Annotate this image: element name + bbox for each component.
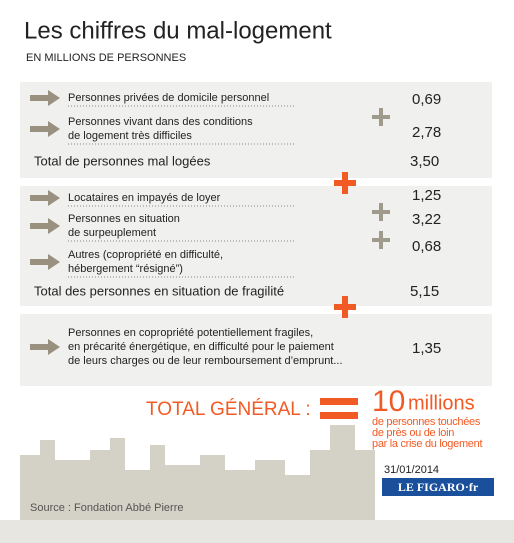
item-label: Personnes en situation: [68, 213, 180, 225]
item-label: Personnes privées de domicile personnel: [68, 92, 269, 104]
equal-sign: [320, 398, 358, 419]
item-label: de leurs charges ou de leur remboursemen…: [68, 355, 343, 367]
item-label: de logement très difficiles: [68, 130, 192, 142]
arrow: [30, 254, 60, 270]
item-label: hébergement “résigné”): [68, 263, 183, 275]
grand-total-unit: millions: [408, 392, 475, 414]
skyline: [20, 425, 375, 520]
grand-total-note: de personnes touchées: [372, 416, 481, 428]
grand-total-label: TOTAL GÉNÉRAL :: [146, 399, 311, 420]
item-value: 3,22: [412, 211, 441, 228]
item-label: en précarité énergétique, en difficulté …: [68, 341, 334, 353]
total-label: Total de personnes mal logées: [34, 153, 211, 168]
logo: LE FIGARO·fr: [398, 480, 479, 494]
total-value: 5,15: [410, 283, 439, 300]
item-label: Personnes en copropriété potentiellement…: [68, 327, 313, 339]
grand-total-number: 10: [372, 385, 405, 418]
grand-total-note: de près ou de loin: [372, 427, 454, 439]
arrow: [30, 90, 60, 106]
section-box: [20, 82, 492, 178]
source: Source : Fondation Abbé Pierre: [30, 502, 183, 514]
total-label: Total des personnes en situation de frag…: [34, 283, 284, 298]
item-value: 1,25: [412, 187, 441, 204]
grand-total-note: par la crise du logement: [372, 438, 482, 450]
item-label: Locataires en impayés de loyer: [68, 192, 221, 204]
arrow: [30, 190, 60, 206]
section-box: [20, 314, 492, 386]
footer-band: [0, 520, 514, 543]
arrow: [30, 339, 60, 355]
date: 31/01/2014: [384, 464, 439, 476]
gray-plus: [372, 108, 390, 249]
item-label: Autres (copropriété en difficulté,: [68, 249, 223, 261]
subtitle: EN MILLIONS DE PERSONNES: [26, 52, 186, 64]
orange-plus: [334, 172, 356, 318]
title: Les chiffres du mal-logement: [24, 17, 332, 44]
item-label: Personnes vivant dans des conditions: [68, 116, 253, 128]
item-value: 2,78: [412, 124, 441, 141]
arrow: [30, 218, 60, 234]
item-value: 0,68: [412, 238, 441, 255]
logo-box: [382, 478, 494, 496]
item-value: 1,35: [412, 340, 441, 357]
item-value: 0,69: [412, 91, 441, 108]
arrow: [30, 121, 60, 137]
total-value: 3,50: [410, 153, 439, 170]
item-label: de surpeuplement: [68, 227, 156, 239]
